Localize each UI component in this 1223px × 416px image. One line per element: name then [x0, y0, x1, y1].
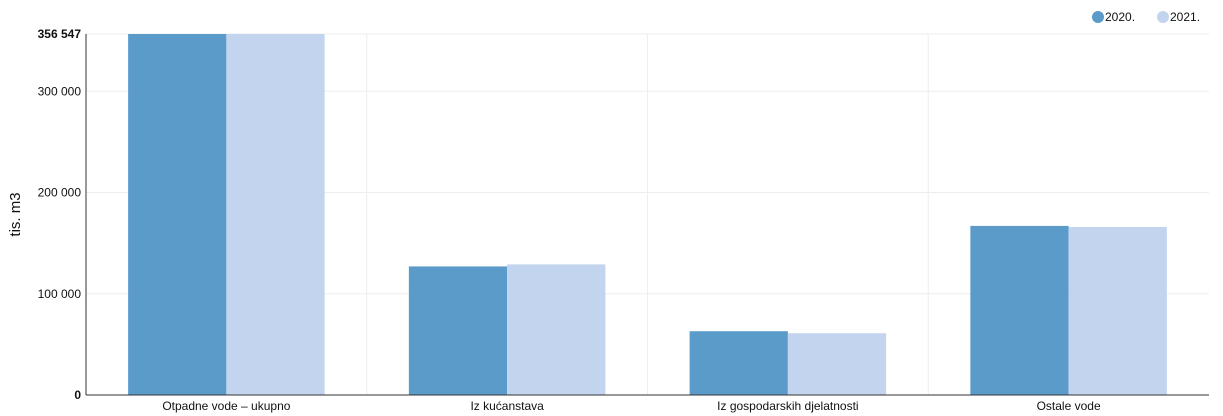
bar-1-0[interactable] — [408, 266, 508, 395]
x-category-label: Otpadne vode – ukupno — [162, 399, 290, 413]
y-tick-label: 200 000 — [38, 186, 82, 200]
y-tick-label: 356 547 — [38, 27, 82, 41]
y-axis-ticks: 0 100 000 200 000 300 000 356 547 — [38, 27, 82, 402]
bars — [128, 34, 1167, 395]
x-category-label: Iz gospodarskih djelatnosti — [717, 399, 858, 413]
y-tick-label: 0 — [74, 388, 81, 402]
legend-swatch-0[interactable] — [1092, 11, 1104, 23]
bar-1-1[interactable] — [507, 264, 606, 395]
legend-label[interactable]: 2021. — [1170, 10, 1200, 24]
y-tick-label: 100 000 — [38, 287, 82, 301]
legend-label[interactable]: 2020. — [1105, 10, 1135, 24]
x-axis-categories: Otpadne vode – ukupno Iz kućanstava Iz gos… — [162, 399, 1101, 413]
bar-0-0[interactable] — [128, 34, 227, 395]
x-category-label: Ostale vode — [1037, 399, 1101, 413]
y-tick-label: 300 000 — [38, 84, 82, 98]
bar-3-0[interactable] — [970, 225, 1069, 395]
bar-2-1[interactable] — [787, 333, 887, 395]
x-category-label: Iz kućanstava — [470, 399, 544, 413]
y-axis-label: tis. m3 — [7, 192, 24, 236]
legend-swatch-1[interactable] — [1157, 11, 1169, 23]
bar-0-1[interactable] — [226, 34, 325, 395]
bar-2-0[interactable] — [689, 331, 788, 395]
legend: 2020. 2021. — [1092, 10, 1200, 24]
bar-3-1[interactable] — [1068, 226, 1167, 395]
